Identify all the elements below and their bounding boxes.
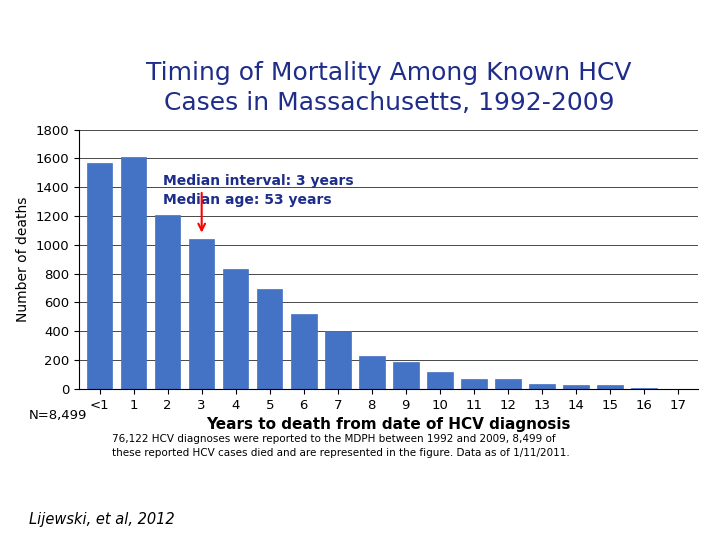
Y-axis label: Number of deaths: Number of deaths	[16, 197, 30, 322]
Bar	[495, 380, 521, 389]
Title: Timing of Mortality Among Known HCV
Cases in Massachusetts, 1992-2009: Timing of Mortality Among Known HCV Case…	[146, 62, 631, 115]
Bar	[563, 385, 589, 389]
Bar	[87, 163, 112, 389]
Bar	[631, 388, 657, 389]
Bar	[291, 314, 317, 389]
Bar	[461, 379, 487, 389]
Bar	[223, 269, 248, 389]
Bar	[325, 331, 351, 389]
Text: Median interval: 3 years
Median age: 53 years: Median interval: 3 years Median age: 53 …	[163, 174, 354, 207]
Bar	[359, 356, 384, 389]
Bar	[393, 362, 418, 389]
Bar	[597, 385, 623, 389]
Bar	[257, 289, 282, 389]
Bar	[427, 372, 453, 389]
Bar	[189, 239, 215, 389]
Text: 76,122 HCV diagnoses were reported to the MDPH between 1992 and 2009, 8,499 of
t: 76,122 HCV diagnoses were reported to th…	[112, 434, 570, 458]
Bar	[529, 384, 554, 389]
X-axis label: Years to death from date of HCV diagnosis: Years to death from date of HCV diagnosi…	[207, 417, 571, 432]
Text: Lijewski, et al, 2012: Lijewski, et al, 2012	[29, 512, 174, 527]
Bar	[121, 157, 146, 389]
Text: N=8,499: N=8,499	[29, 408, 87, 422]
Bar	[155, 214, 181, 389]
